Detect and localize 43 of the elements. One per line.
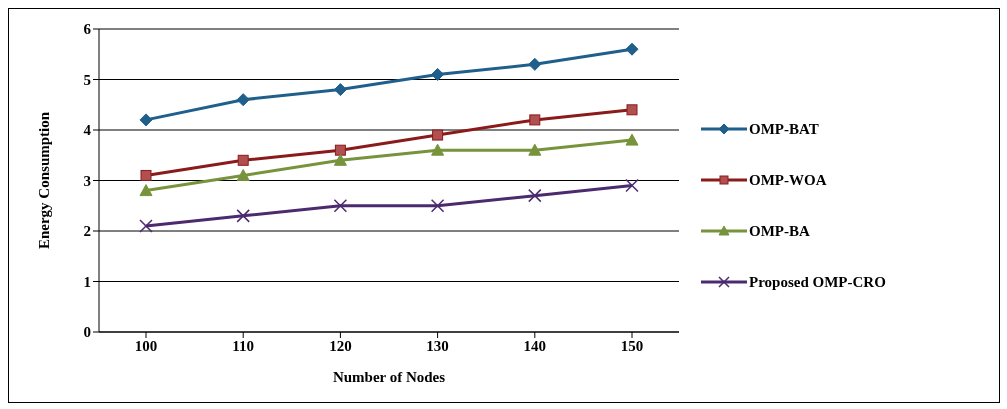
y-axis-title: Energy Consumption	[36, 111, 53, 250]
x-tick-label: 110	[232, 337, 255, 354]
point	[236, 209, 250, 223]
x-axis-title: Number of Nodes	[332, 369, 446, 385]
point	[431, 67, 445, 81]
point	[139, 219, 153, 233]
point	[625, 178, 639, 193]
y-tick-label: 5	[83, 71, 91, 88]
point	[528, 188, 542, 203]
point	[333, 83, 347, 97]
point	[528, 57, 542, 71]
point	[237, 154, 249, 166]
x-tick-label: 100	[134, 337, 158, 354]
point	[139, 113, 153, 127]
y-tick-label: 1	[83, 273, 91, 290]
y-tick-label: 0	[83, 324, 91, 341]
y-tick-label: 2	[83, 223, 91, 240]
x-tick-label: 130	[426, 337, 449, 354]
point	[140, 169, 152, 181]
y-tick-label: 4	[83, 122, 92, 139]
point	[529, 114, 541, 126]
x-tick-label: 140	[523, 337, 547, 354]
legend-label: OMP-BAT	[749, 120, 819, 138]
y-tick-label: 6	[83, 21, 92, 38]
point	[334, 144, 346, 156]
legend-label: OMP-WOA	[749, 171, 827, 189]
point	[236, 93, 250, 107]
point	[626, 104, 638, 116]
x-tick-label: 150	[620, 337, 644, 354]
point	[333, 153, 347, 166]
point	[431, 143, 445, 156]
point	[236, 168, 250, 181]
point	[139, 184, 153, 197]
y-tick-label: 3	[83, 172, 91, 189]
point	[430, 199, 445, 213]
point	[625, 133, 639, 146]
point	[432, 129, 444, 141]
point	[625, 42, 639, 56]
point	[528, 143, 542, 156]
legend-label: OMP-BA	[749, 222, 810, 240]
x-tick-label: 120	[329, 337, 352, 354]
point	[333, 199, 348, 213]
legend-label: Proposed OMP-CRO	[749, 273, 886, 291]
